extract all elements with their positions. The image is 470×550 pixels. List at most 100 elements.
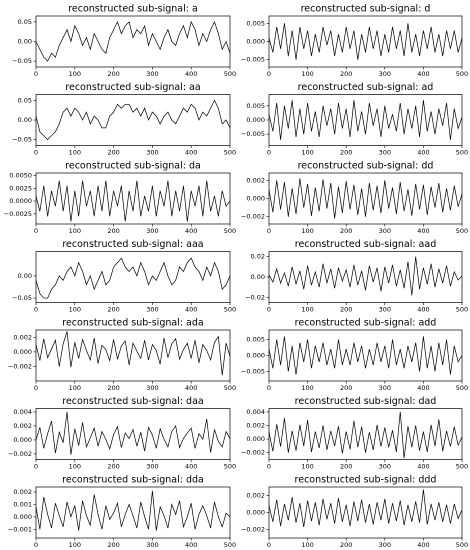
- y-tick-label: 0.002: [13, 333, 32, 341]
- x-tick-label: 400: [185, 463, 197, 471]
- axes-frame: [268, 94, 463, 146]
- y-tick-label: 0.000: [246, 195, 265, 203]
- x-tick-label: 0: [34, 149, 38, 157]
- x-tick-label: 300: [379, 463, 391, 471]
- x-tick-label: 200: [340, 384, 352, 392]
- x-tick-label: 100: [301, 227, 313, 235]
- x-tick-label: 300: [146, 541, 158, 549]
- chart-title: reconstructed sub-signal: ddd: [295, 475, 437, 486]
- x-tick-label: 100: [301, 463, 313, 471]
- x-tick-label: 300: [146, 70, 158, 78]
- signal-line: [268, 23, 463, 60]
- y-tick-label: 0.005: [246, 102, 265, 110]
- x-tick-label: 200: [107, 463, 119, 471]
- x-tick-label: 200: [340, 541, 352, 549]
- chart-title: reconstructed sub-signal: dda: [62, 475, 204, 486]
- x-tick-label: 300: [379, 149, 391, 157]
- signal-line: [35, 331, 231, 376]
- y-tick-label: −0.002: [8, 362, 32, 370]
- x-tick-label: 200: [340, 70, 352, 78]
- x-tick-label: 500: [456, 541, 468, 549]
- chart-title: reconstructed sub-signal: aad: [295, 239, 436, 250]
- y-tick-label: 0.0050: [9, 172, 32, 180]
- y-tick-label: 0.000: [13, 513, 32, 521]
- y-tick-label: 0.05: [18, 18, 32, 26]
- y-tick-label: −0.001: [8, 525, 32, 533]
- axes-frame: [35, 15, 231, 68]
- y-tick-label: 0.002: [13, 488, 32, 496]
- y-tick-label: 0.000: [246, 38, 265, 46]
- signal-line: [35, 257, 231, 299]
- x-tick-label: 200: [340, 227, 352, 235]
- x-tick-label: 0: [267, 227, 271, 235]
- y-tick-label: 0.005: [246, 19, 265, 27]
- y-tick-label: −0.05: [12, 136, 32, 144]
- chart-title: reconstructed sub-signal: daa: [62, 396, 203, 407]
- x-tick-label: 500: [224, 70, 236, 78]
- x-tick-label: 400: [417, 227, 429, 235]
- y-tick-label: −0.002: [241, 526, 265, 534]
- y-tick-label: 0.00: [18, 272, 32, 280]
- axes-frame: [35, 172, 231, 225]
- chart-title: reconstructed sub-signal: ad: [298, 82, 434, 93]
- x-tick-label: 400: [417, 384, 429, 392]
- x-tick-label: 0: [34, 384, 38, 392]
- x-tick-label: 300: [146, 463, 158, 471]
- x-tick-label: 100: [301, 70, 313, 78]
- x-tick-label: 500: [224, 227, 236, 235]
- x-tick-label: 0: [34, 306, 38, 314]
- x-tick-label: 400: [185, 227, 197, 235]
- x-tick-label: 200: [107, 384, 119, 392]
- signal-line: [35, 180, 231, 222]
- signal-line: [35, 490, 231, 531]
- chart-title: reconstructed sub-signal: dad: [295, 396, 437, 407]
- y-tick-label: 0.0000: [9, 197, 32, 205]
- axes-frame: [35, 408, 231, 460]
- axes-frame: [268, 408, 463, 460]
- x-tick-label: 100: [301, 306, 313, 314]
- y-tick-label: 0.004: [246, 408, 265, 416]
- chart-title: reconstructed sub-signal: add: [295, 318, 437, 329]
- x-tick-label: 200: [107, 227, 119, 235]
- x-tick-label: 200: [107, 149, 119, 157]
- x-tick-label: 300: [146, 384, 158, 392]
- signal-line: [268, 178, 463, 219]
- y-tick-label: 0.002: [246, 492, 265, 500]
- y-tick-label: 0.005: [246, 336, 265, 344]
- y-tick-label: −0.005: [241, 56, 265, 64]
- y-tick-label: 0.05: [18, 96, 32, 104]
- chart-title: reconstructed sub-signal: aaa: [62, 239, 203, 250]
- y-tick-label: 0.004: [13, 408, 32, 416]
- signal-line: [35, 99, 231, 141]
- chart-title: reconstructed sub-signal: aa: [65, 82, 200, 93]
- x-tick-label: 400: [185, 70, 197, 78]
- y-tick-label: 0.00: [251, 273, 265, 281]
- y-tick-label: 0.000: [246, 352, 265, 360]
- x-tick-label: 200: [340, 149, 352, 157]
- x-tick-label: 0: [267, 70, 271, 78]
- x-tick-label: 200: [107, 541, 119, 549]
- y-tick-label: 0.000: [13, 348, 32, 356]
- x-tick-label: 300: [146, 227, 158, 235]
- x-tick-label: 400: [185, 384, 197, 392]
- x-tick-label: 500: [456, 384, 468, 392]
- x-tick-label: 300: [379, 384, 391, 392]
- x-tick-label: 200: [340, 463, 352, 471]
- x-tick-label: 500: [224, 463, 236, 471]
- y-tick-label: 0.000: [246, 116, 265, 124]
- x-tick-label: 200: [107, 70, 119, 78]
- x-tick-label: 100: [69, 384, 81, 392]
- x-tick-label: 0: [34, 463, 38, 471]
- y-tick-label: 0.000: [246, 435, 265, 443]
- signal-line: [268, 489, 463, 528]
- x-tick-label: 100: [69, 149, 81, 157]
- y-tick-label: 0.001: [13, 500, 32, 508]
- signal-line: [268, 411, 463, 459]
- x-tick-label: 400: [417, 463, 429, 471]
- axes-frame: [35, 486, 231, 539]
- y-tick-label: −0.02: [245, 293, 265, 301]
- y-tick-label: 0.0025: [9, 184, 32, 192]
- signal-line: [35, 20, 231, 62]
